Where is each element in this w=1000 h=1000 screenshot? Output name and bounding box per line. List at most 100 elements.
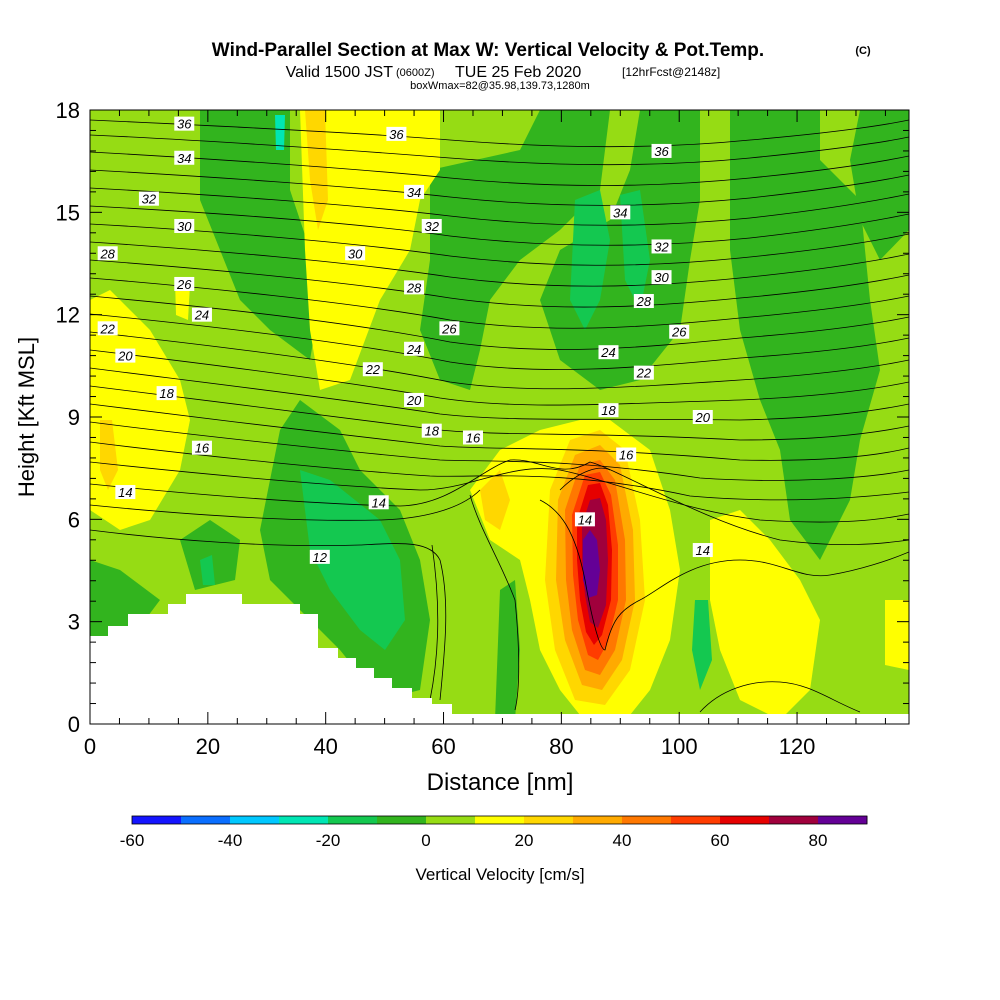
box-wmax-info: boxWmax=82@35.98,139.73,1280m — [410, 80, 590, 92]
contour-label-box — [191, 307, 212, 322]
contour-label: 20 — [695, 410, 711, 425]
valid-date: TUE 25 Feb 2020 — [455, 64, 581, 81]
colorbar-swatch — [818, 816, 868, 824]
updraft-core-80 — [583, 530, 600, 598]
contour-label: 30 — [177, 219, 192, 234]
contour-label: 22 — [365, 362, 381, 377]
velocity-field — [90, 110, 909, 720]
contour-label-box — [138, 191, 159, 206]
contour-label: 26 — [671, 325, 687, 340]
downdraft-core — [620, 190, 650, 310]
updraft-region — [480, 470, 510, 530]
contour-label: 14 — [118, 485, 132, 500]
contour-label-box — [404, 184, 425, 199]
colorbar-swatch — [426, 816, 476, 824]
contour-label-box — [692, 543, 713, 558]
contour-label: 28 — [636, 294, 652, 309]
x-tick-label: 0 — [84, 734, 96, 759]
x-tick-label: 20 — [196, 734, 220, 759]
downdraft-region — [180, 520, 240, 590]
contour-label: 20 — [406, 393, 422, 408]
colorbar-swatch — [475, 816, 525, 824]
colorbar-swatch — [279, 816, 329, 824]
y-tick-label: 12 — [56, 303, 80, 328]
contour-label-box — [651, 239, 672, 254]
colorbar-tick-label: 80 — [809, 831, 828, 850]
contour-label: 14 — [371, 495, 385, 510]
chart-title: Wind-Parallel Section at Max W: Vertical… — [212, 40, 764, 61]
contour-label-box — [404, 392, 425, 407]
valid-time-prefix: Valid 1500 JST — [286, 64, 394, 81]
colorbar-swatch — [573, 816, 623, 824]
colorbar-tick-label: -40 — [218, 831, 243, 850]
contour-label: 32 — [654, 239, 669, 254]
contour-label: 18 — [159, 386, 174, 401]
contour-label-box — [651, 143, 672, 158]
contour-label: 32 — [425, 219, 440, 234]
contour-label: 36 — [654, 144, 669, 159]
updraft-region — [710, 510, 820, 720]
updraft-region — [100, 420, 118, 490]
updraft-region — [300, 110, 440, 390]
contour-label-box — [633, 294, 654, 309]
contour-label-box — [97, 321, 118, 336]
downdraft-core — [200, 555, 215, 585]
pot-temp-contours — [90, 119, 909, 713]
downdraft-core — [275, 115, 285, 150]
contour-label-box — [174, 150, 195, 165]
contour-label-box — [174, 276, 195, 291]
contour-label-box — [368, 495, 389, 510]
contour-label-box — [115, 485, 136, 500]
colorbar-swatch — [769, 816, 819, 824]
contour-label: 24 — [600, 345, 615, 360]
contour-label-box — [404, 341, 425, 356]
contour-label: 20 — [117, 349, 133, 364]
x-axis-label: Distance [nm] — [427, 769, 574, 796]
x-tick-label: 120 — [779, 734, 816, 759]
contour-label: 22 — [99, 321, 115, 336]
contour-label-box — [598, 403, 619, 418]
downdraft-region — [730, 110, 880, 560]
contour-label-box — [633, 365, 654, 380]
contour-label-box — [191, 440, 212, 455]
contour-label: 36 — [389, 127, 404, 142]
contour-label: 16 — [619, 448, 634, 463]
contour-label-box — [174, 218, 195, 233]
contour-label: 16 — [466, 430, 481, 445]
contour-label: 24 — [406, 342, 421, 357]
contour-label-box — [345, 246, 366, 261]
terrain-mask — [90, 594, 909, 724]
contour-label-box — [156, 386, 177, 401]
contour-label-box — [651, 270, 672, 285]
x-tick-label: 40 — [313, 734, 337, 759]
contour-label: 16 — [195, 441, 210, 456]
x-tick-label: 60 — [431, 734, 455, 759]
colorbar-tick-label: -60 — [120, 831, 145, 850]
contour-label-box — [692, 410, 713, 424]
contour-label-box — [309, 549, 330, 564]
contour-label: 14 — [696, 543, 710, 558]
colorbar-label: Vertical Velocity [cm/s] — [415, 865, 584, 884]
colorbar-tick-label: 20 — [515, 831, 534, 850]
contour-label: 18 — [425, 424, 440, 439]
copyright-mark: (C) — [855, 45, 871, 57]
contour-label: 34 — [407, 185, 421, 200]
colorbar-swatch — [328, 816, 378, 824]
contour-label: 28 — [99, 246, 115, 261]
contour-label-box — [97, 246, 118, 261]
colorbar-tick-label: -20 — [316, 831, 341, 850]
contour-label: 24 — [194, 308, 209, 323]
y-axis-label: Height [Kft MSL] — [14, 337, 39, 497]
colorbar-swatch — [622, 816, 672, 824]
y-tick-label: 3 — [68, 610, 80, 635]
contour-label-box — [574, 512, 595, 527]
contour-label-box — [404, 280, 425, 295]
y-tick-label: 15 — [56, 200, 80, 225]
colorbar-swatch — [230, 816, 280, 824]
colorbar-tick-label: 40 — [613, 831, 632, 850]
colorbar-swatch — [377, 816, 427, 824]
forecast-info: [12hrFcst@2148z] — [622, 65, 720, 79]
y-tick-label: 6 — [68, 507, 80, 532]
